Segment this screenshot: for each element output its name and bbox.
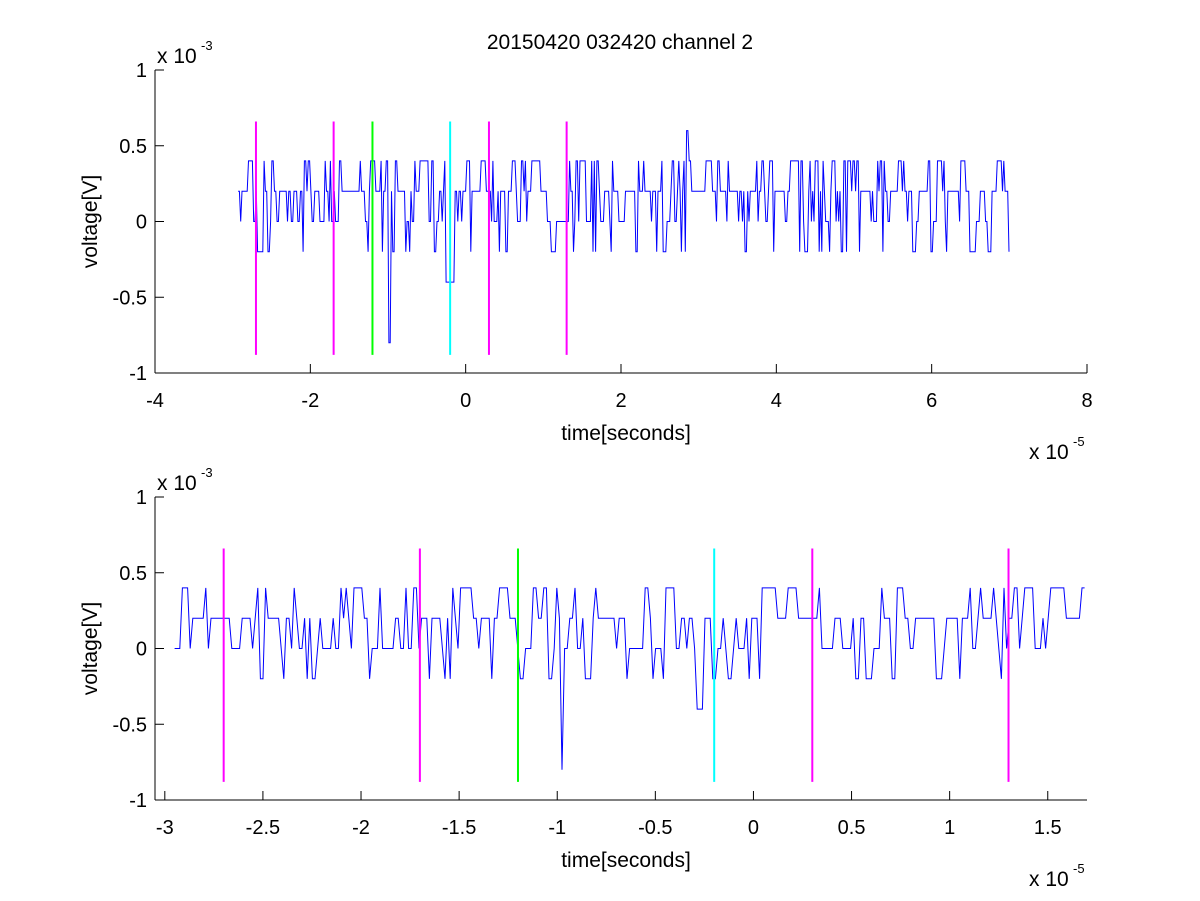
y-tick-label: 0.5 [119,136,147,158]
y-scale-note: x 10 [157,45,197,68]
x-scale-note: x 10 [1029,441,1069,464]
x-tick-label: 8 [1081,390,1092,412]
y-tick-label: 1 [136,60,147,82]
x-tick-label: 2 [615,390,626,412]
x-axis-label: time[seconds] [561,422,691,445]
y-tick-label: 1 [136,487,147,509]
x-tick-label: -2 [301,390,319,412]
x-tick-label: -1 [548,817,566,839]
x-scale-exponent: -5 [1073,434,1085,449]
bottom-chart: -3 -2.5 -2 -1.5 -1 -0.5 0 0.5 1 1.5 -1 -0.5 0 0.5 1 tim… [79,465,1087,891]
y-scale-note: x 10 [157,472,197,495]
y-tick-label: -1 [129,790,147,812]
y-tick-label: 0.5 [119,563,147,585]
x-tick-label: -3 [156,817,174,839]
x-tick-label: 0.5 [838,817,866,839]
y-scale-exponent: -3 [201,465,213,480]
y-axis-label: voltage[V] [79,175,102,268]
x-tick-label: 1.5 [1034,817,1062,839]
x-tick-label: 1 [944,817,955,839]
x-axis-label: time[seconds] [561,849,691,872]
y-tick-label: 0 [136,212,147,234]
x-scale-note: x 10 [1029,868,1069,891]
figure-title: 20150420 032420 channel 2 [487,31,753,54]
y-tick-label: 0 [136,639,147,661]
y-tick-label: -1 [129,363,147,385]
y-axis-label: voltage[V] [79,602,102,695]
x-tick-label: 0 [748,817,759,839]
x-tick-label: -4 [146,390,164,412]
x-tick-label: -1.5 [442,817,476,839]
x-tick-label: -2.5 [246,817,280,839]
voltage-trace [238,130,1010,344]
voltage-trace [174,587,1085,770]
y-tick-label: -0.5 [113,287,147,309]
top-chart: -4 -2 0 2 4 6 8 -1 -0.5 0 0.5 1 time[seconds] voltage… [79,38,1093,464]
x-scale-exponent: -5 [1073,861,1085,876]
x-tick-label: -2 [352,817,370,839]
y-scale-exponent: -3 [201,38,213,53]
x-tick-label: 4 [771,390,782,412]
y-tick-label: -0.5 [113,714,147,736]
x-tick-label: -0.5 [638,817,672,839]
x-tick-label: 6 [926,390,937,412]
x-tick-label: 0 [460,390,471,412]
